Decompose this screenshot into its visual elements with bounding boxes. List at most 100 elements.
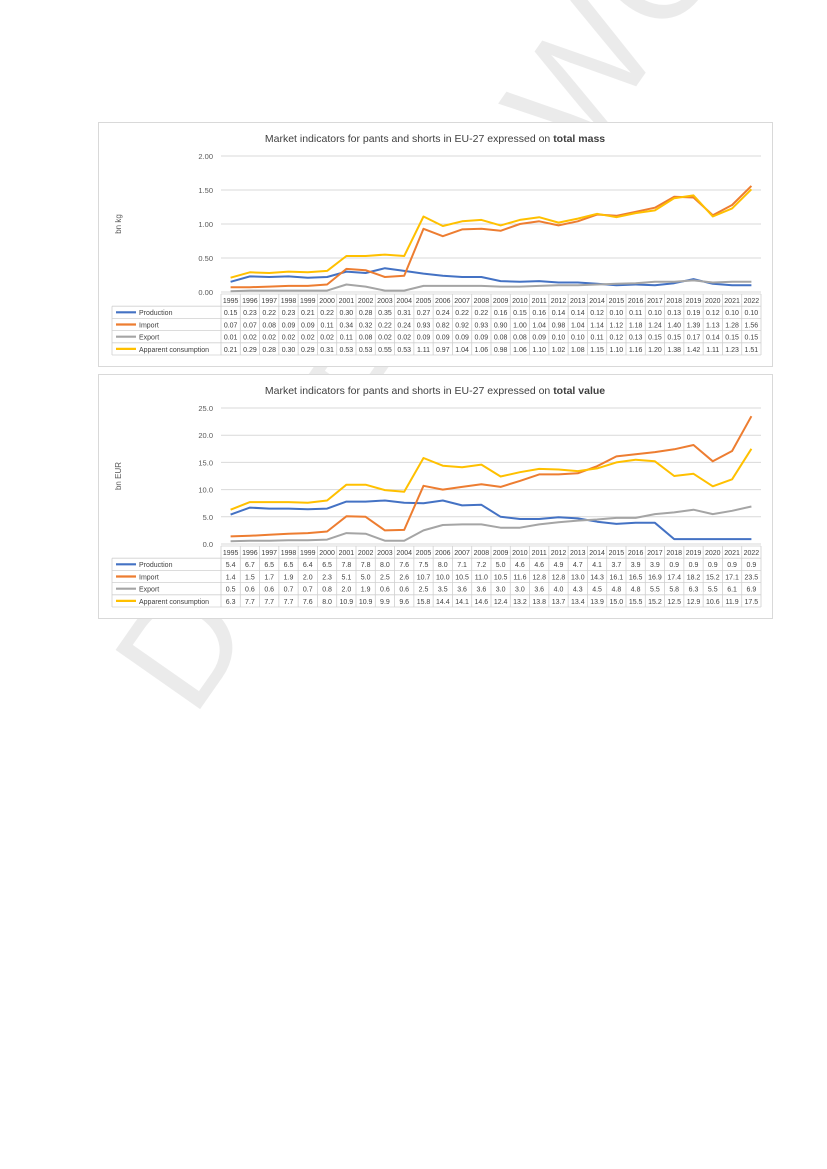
data-label: 0.07 bbox=[243, 322, 257, 329]
data-label: 0.22 bbox=[320, 310, 334, 317]
data-label: 8.0 bbox=[322, 599, 332, 606]
x-tick-label: 2000 bbox=[319, 550, 335, 557]
data-label: 6.5 bbox=[264, 562, 274, 569]
data-label: 0.09 bbox=[436, 335, 450, 342]
data-label: 23.5 bbox=[745, 574, 759, 581]
data-label: 5.0 bbox=[361, 574, 371, 581]
data-label: 9.6 bbox=[399, 599, 409, 606]
data-label: 15.2 bbox=[648, 599, 662, 606]
x-tick-label: 2012 bbox=[551, 550, 567, 557]
data-label: 1.40 bbox=[667, 322, 681, 329]
data-label: 1.11 bbox=[417, 347, 430, 354]
x-tick-label: 1999 bbox=[300, 298, 316, 305]
mass-chart: Market indicators for pants and shorts i… bbox=[98, 122, 773, 367]
data-label: 4.7 bbox=[573, 562, 583, 569]
data-label: 0.10 bbox=[610, 310, 624, 317]
x-tick-label: 2018 bbox=[666, 550, 682, 557]
y-tick-label: 1.50 bbox=[198, 186, 213, 195]
data-label: 0.93 bbox=[417, 322, 431, 329]
data-label: 0.30 bbox=[340, 310, 354, 317]
data-label: 1.14 bbox=[590, 322, 604, 329]
data-label: 1.7 bbox=[264, 574, 274, 581]
data-label: 0.53 bbox=[340, 347, 354, 354]
data-label: 4.8 bbox=[611, 587, 621, 594]
data-label: 8.0 bbox=[380, 562, 390, 569]
mass-chart-svg: Market indicators for pants and shorts i… bbox=[111, 133, 762, 356]
x-tick-label: 2010 bbox=[512, 298, 528, 305]
data-label: 0.14 bbox=[552, 310, 566, 317]
data-label: 0.34 bbox=[340, 322, 354, 329]
data-label: 6.3 bbox=[689, 587, 699, 594]
data-label: 0.90 bbox=[494, 322, 508, 329]
x-tick-label: 2021 bbox=[724, 298, 740, 305]
data-label: 0.53 bbox=[359, 347, 373, 354]
data-label: 3.6 bbox=[457, 587, 467, 594]
data-label: 10.0 bbox=[436, 574, 450, 581]
data-label: 0.09 bbox=[417, 335, 431, 342]
data-label: 14.3 bbox=[590, 574, 604, 581]
legend-label-production: Production bbox=[139, 310, 173, 317]
data-label: 1.23 bbox=[725, 347, 739, 354]
data-label: 5.5 bbox=[650, 587, 660, 594]
data-label: 18.2 bbox=[687, 574, 701, 581]
data-label: 0.02 bbox=[282, 335, 296, 342]
x-tick-label: 1996 bbox=[242, 298, 258, 305]
data-label: 11.6 bbox=[513, 574, 526, 581]
x-tick-label: 2004 bbox=[396, 298, 412, 305]
data-label: 12.8 bbox=[552, 574, 566, 581]
data-label: 1.15 bbox=[590, 347, 604, 354]
data-label: 0.98 bbox=[552, 322, 566, 329]
data-label: 0.32 bbox=[359, 322, 373, 329]
data-label: 1.00 bbox=[513, 322, 527, 329]
data-label: 0.24 bbox=[436, 310, 450, 317]
data-label: 15.5 bbox=[629, 599, 643, 606]
data-label: 4.8 bbox=[631, 587, 641, 594]
data-label: 1.42 bbox=[687, 347, 701, 354]
data-label: 0.11 bbox=[340, 335, 353, 342]
data-label: 1.06 bbox=[475, 347, 489, 354]
x-tick-label: 2005 bbox=[416, 550, 432, 557]
data-label: 0.6 bbox=[264, 587, 274, 594]
x-tick-label: 1995 bbox=[223, 550, 239, 557]
data-label: 0.02 bbox=[243, 335, 257, 342]
data-label: 1.9 bbox=[284, 574, 294, 581]
data-label: 1.24 bbox=[648, 322, 662, 329]
data-label: 5.1 bbox=[341, 574, 351, 581]
y-tick-label: 1.00 bbox=[198, 220, 213, 229]
x-tick-label: 2014 bbox=[589, 298, 605, 305]
data-label: 0.02 bbox=[301, 335, 315, 342]
data-label: 0.6 bbox=[399, 587, 409, 594]
data-label: 0.09 bbox=[475, 335, 489, 342]
data-label: 0.11 bbox=[321, 322, 334, 329]
data-label: 0.22 bbox=[455, 310, 469, 317]
data-label: 1.16 bbox=[629, 347, 643, 354]
data-label: 0.09 bbox=[455, 335, 469, 342]
data-label: 16.1 bbox=[610, 574, 624, 581]
data-label: 0.02 bbox=[378, 335, 392, 342]
data-label: 9.9 bbox=[380, 599, 390, 606]
data-label: 5.5 bbox=[708, 587, 718, 594]
x-tick-label: 2008 bbox=[474, 298, 490, 305]
series-line-export bbox=[230, 279, 752, 293]
data-label: 0.01 bbox=[224, 335, 238, 342]
data-label: 2.0 bbox=[341, 587, 351, 594]
data-label: 1.04 bbox=[532, 322, 546, 329]
data-label: 10.6 bbox=[706, 599, 720, 606]
data-label: 0.55 bbox=[378, 347, 392, 354]
data-label: 1.12 bbox=[610, 322, 624, 329]
x-tick-label: 2009 bbox=[493, 298, 509, 305]
y-tick-label: 0.00 bbox=[198, 288, 213, 297]
data-label: 16.5 bbox=[629, 574, 643, 581]
data-label: 0.10 bbox=[571, 335, 585, 342]
data-label: 6.4 bbox=[303, 562, 313, 569]
data-label: 7.8 bbox=[341, 562, 351, 569]
x-tick-label: 1996 bbox=[242, 550, 258, 557]
data-label: 0.15 bbox=[725, 335, 739, 342]
data-label: 13.4 bbox=[571, 599, 585, 606]
data-label: 1.5 bbox=[245, 574, 255, 581]
data-label: 0.27 bbox=[417, 310, 431, 317]
y-tick-label: 2.00 bbox=[198, 152, 213, 161]
data-label: 0.6 bbox=[245, 587, 255, 594]
data-label: 0.23 bbox=[282, 310, 296, 317]
data-label: 0.31 bbox=[397, 310, 411, 317]
